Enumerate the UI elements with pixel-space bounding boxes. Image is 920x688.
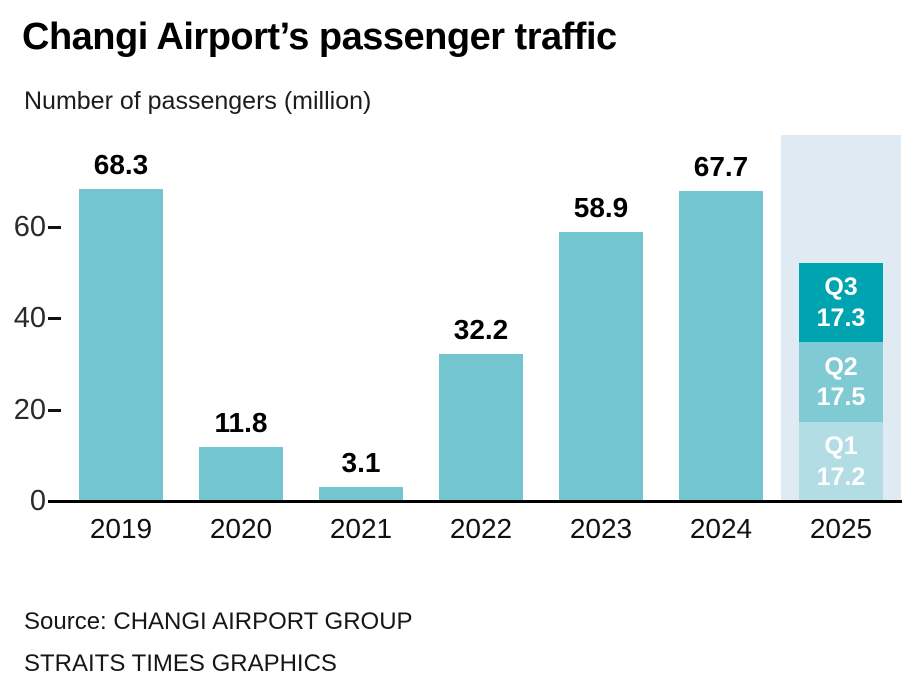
y-axis: 0 20 40 60 bbox=[0, 135, 62, 517]
bar-2019 bbox=[79, 188, 163, 501]
segment-value: 17.3 bbox=[816, 303, 866, 332]
y-tick-label: 60 bbox=[13, 210, 46, 243]
y-tick-mark bbox=[48, 317, 61, 320]
source-line: Source: CHANGI AIRPORT GROUP bbox=[24, 608, 413, 635]
chart-subtitle: Number of passengers (million) bbox=[24, 87, 372, 115]
segment-name: Q2 bbox=[824, 352, 858, 381]
bar-2024 bbox=[679, 191, 763, 501]
source-block: Source: CHANGI AIRPORT GROUP STRAITS TIM… bbox=[24, 601, 896, 685]
bar-value-label: 67.7 bbox=[693, 151, 749, 183]
segment-name: Q3 bbox=[824, 273, 858, 302]
bar-2022 bbox=[439, 353, 523, 501]
bar-column-2025: Q1 17.2 Q2 17.5 Q3 17.3 bbox=[781, 135, 901, 501]
passenger-traffic-chart: 0 20 40 60 68.3 11.8 3.1 32.2 58.9 67.7 Q1 17.2 Q2 1… bbox=[0, 135, 920, 549]
y-tick-mark bbox=[48, 225, 61, 229]
bar-column-2024: 67.7 bbox=[661, 135, 781, 501]
x-axis-line bbox=[48, 500, 902, 503]
segment-value: 17.5 bbox=[816, 383, 866, 412]
bar-2023 bbox=[559, 231, 643, 501]
y-tick-label: 20 bbox=[13, 393, 46, 426]
x-axis-label: 2020 bbox=[209, 513, 273, 544]
bar-column-2021: 3.1 bbox=[301, 135, 421, 501]
x-axis-label: 2019 bbox=[89, 513, 153, 544]
segment-name: Q1 bbox=[824, 432, 858, 461]
y-tick-label: 0 bbox=[29, 485, 46, 517]
bar-column-2020: 11.8 bbox=[181, 135, 301, 501]
credit-line: STRAITS TIMES GRAPHICS bbox=[24, 650, 337, 677]
bar-value-label: 58.9 bbox=[573, 191, 629, 223]
x-axis-label: 2021 bbox=[329, 513, 393, 544]
stack-segment-q2: Q2 17.5 bbox=[799, 342, 883, 423]
x-axis-label: 2024 bbox=[689, 513, 753, 544]
bar-value-label: 68.3 bbox=[93, 148, 149, 180]
bar-column-2023: 58.9 bbox=[541, 135, 661, 501]
segment-value: 17.2 bbox=[816, 462, 866, 491]
stack-segment-q1: Q1 17.2 bbox=[799, 422, 883, 501]
x-axis-label: 2022 bbox=[449, 513, 513, 544]
y-tick-label: 40 bbox=[13, 302, 46, 334]
y-tick-mark bbox=[48, 408, 61, 412]
bar-column-2019: 68.3 bbox=[61, 135, 181, 501]
x-axis-labels: 2019 2020 2021 2022 2023 2024 2025 bbox=[61, 513, 901, 547]
bar-value-label: 3.1 bbox=[341, 446, 381, 478]
bar-value-label: 11.8 bbox=[214, 407, 268, 439]
plot-area: 68.3 11.8 3.1 32.2 58.9 67.7 Q1 17.2 Q2 17.5 Q3 17.… bbox=[61, 135, 901, 501]
bar-value-label: 32.2 bbox=[453, 313, 509, 345]
bar-2021 bbox=[319, 486, 403, 501]
stack-segment-q3: Q3 17.3 bbox=[799, 263, 883, 343]
bar-column-2022: 32.2 bbox=[421, 135, 541, 501]
page-title: Changi Airport’s passenger traffic bbox=[22, 16, 617, 58]
x-axis-label: 2023 bbox=[569, 513, 633, 544]
bar-2020 bbox=[199, 447, 283, 501]
x-axis-label: 2025 bbox=[809, 513, 873, 544]
